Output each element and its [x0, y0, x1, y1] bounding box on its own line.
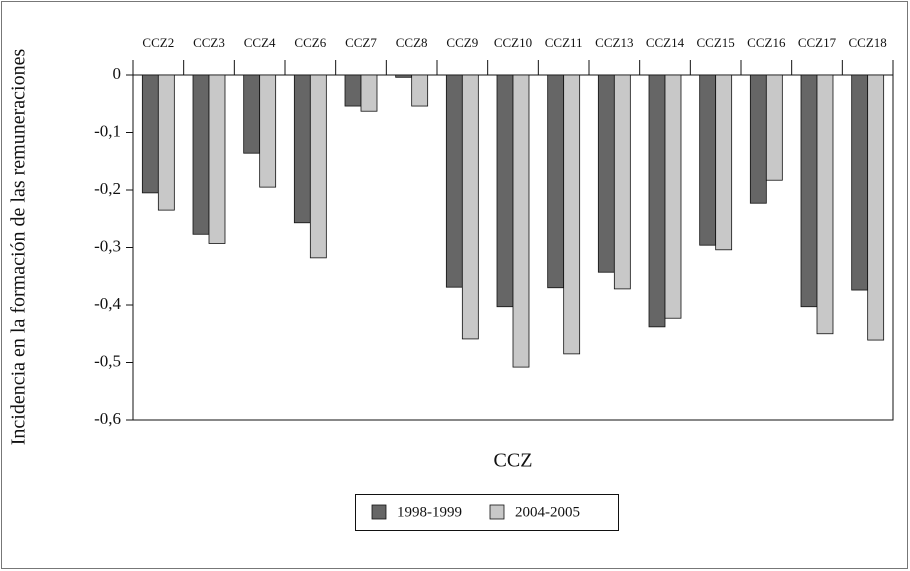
bar — [496, 74, 514, 308]
legend-label: 2004-2005 — [515, 504, 580, 520]
x-tick-label: CCZ4 — [244, 35, 276, 50]
x-tick-label: CCZ9 — [446, 35, 478, 50]
y-tick-label: -0,4 — [94, 294, 121, 313]
bar — [208, 74, 226, 244]
x-axis-title: CCZ — [494, 450, 533, 472]
bar — [411, 74, 429, 107]
bar — [243, 74, 261, 154]
y-tick-label: -0,3 — [94, 236, 121, 255]
bar — [749, 74, 767, 204]
bar — [613, 74, 631, 290]
y-tick-label: -0,6 — [94, 409, 121, 428]
legend-label: 1998-1999 — [397, 504, 462, 520]
bar — [141, 74, 159, 194]
bar — [800, 74, 818, 308]
legend-box — [355, 494, 619, 531]
x-tick-label: CCZ2 — [142, 35, 174, 50]
x-tick-label: CCZ18 — [849, 35, 887, 50]
x-tick-label: CCZ16 — [747, 35, 786, 50]
bar — [664, 74, 682, 319]
bar — [715, 74, 733, 251]
bar — [547, 74, 565, 289]
x-tick-label: CCZ14 — [646, 35, 685, 50]
x-tick-label: CCZ17 — [798, 35, 837, 50]
bar — [445, 74, 463, 288]
x-tick-label: CCZ10 — [494, 35, 532, 50]
y-tick-label: -0,5 — [94, 351, 121, 370]
bar — [597, 74, 615, 273]
bar — [867, 74, 885, 341]
y-tick-label: 0 — [113, 64, 122, 83]
y-tick-label: -0,2 — [94, 179, 121, 198]
bar — [344, 74, 362, 107]
x-tick-label: CCZ7 — [345, 35, 377, 50]
bar — [563, 74, 581, 355]
x-tick-label: CCZ3 — [193, 35, 225, 50]
bar — [512, 74, 530, 368]
y-axis-title: Incidencia en la formación de las remune… — [8, 49, 30, 446]
bar — [259, 74, 277, 188]
legend-swatch — [489, 504, 505, 520]
x-tick-label: CCZ11 — [545, 35, 583, 50]
bar — [461, 74, 479, 340]
legend-swatch — [371, 504, 387, 520]
bar — [309, 74, 327, 259]
bar — [851, 74, 869, 291]
bar — [648, 74, 666, 328]
x-tick-label: CCZ6 — [294, 35, 326, 50]
bar — [157, 74, 175, 211]
bar — [765, 74, 783, 181]
x-tick-label: CCZ15 — [697, 35, 735, 50]
bar — [360, 74, 378, 112]
bar — [699, 74, 717, 246]
bar — [816, 74, 834, 335]
x-tick-label: CCZ8 — [396, 35, 428, 50]
bar — [192, 74, 210, 235]
y-tick-label: -0,1 — [94, 121, 121, 140]
bar — [293, 74, 311, 224]
bar — [395, 74, 413, 78]
x-tick-label: CCZ13 — [595, 35, 633, 50]
